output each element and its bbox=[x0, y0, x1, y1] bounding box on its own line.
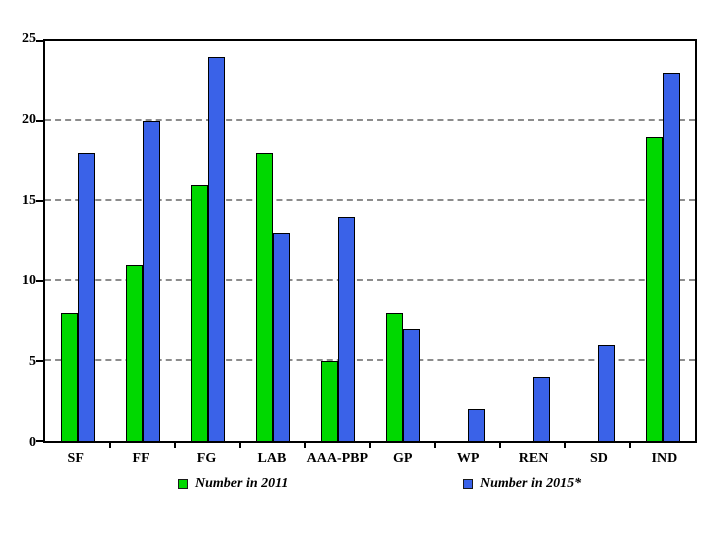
y-axis-ticks bbox=[36, 40, 695, 442]
x-tick-mark-2 bbox=[174, 443, 176, 448]
bar-lab-2015 bbox=[272, 233, 290, 441]
y-tick-mark-10 bbox=[36, 280, 43, 282]
bar-ff-2011 bbox=[125, 265, 143, 441]
bar-sf-2015 bbox=[77, 153, 95, 441]
bar-aaa-pbp-2015 bbox=[337, 217, 355, 441]
x-axis-label-ren: REN bbox=[518, 451, 549, 466]
bar-fg-2011 bbox=[190, 185, 208, 441]
y-axis-label-20: 20 bbox=[22, 111, 36, 127]
bars-layer bbox=[45, 41, 695, 441]
bar-group-ren bbox=[500, 41, 565, 441]
x-axis-ticks bbox=[45, 41, 695, 448]
x-axis-label-wp: WP bbox=[456, 451, 480, 466]
y-axis-label-0: 0 bbox=[29, 435, 36, 450]
x-axis-labels: SF FF FG LAB AAA-PBP GP WP REN SD IND bbox=[43, 451, 697, 466]
y-axis-label-5: 5 bbox=[29, 354, 36, 370]
legend-swatch-number-in-2011 bbox=[178, 479, 188, 489]
bar-ind-2011 bbox=[645, 137, 663, 441]
bar-group-sf bbox=[45, 41, 110, 441]
bar-group-sd bbox=[565, 41, 630, 441]
gridline-5 bbox=[45, 359, 695, 361]
plot-area bbox=[36, 39, 697, 448]
bar-ff-2015 bbox=[142, 121, 160, 441]
bar-fg-2015 bbox=[207, 57, 225, 441]
y-axis-label-15: 15 bbox=[22, 192, 36, 208]
x-tick-mark-6 bbox=[434, 443, 436, 448]
x-tick-mark-1 bbox=[109, 443, 111, 448]
x-tick-mark-9 bbox=[629, 443, 631, 448]
x-tick-mark-3 bbox=[239, 443, 241, 448]
gridlines-layer bbox=[45, 41, 695, 441]
x-axis-label-sf: SF bbox=[67, 451, 84, 466]
y-axis-label-25: 25 bbox=[22, 31, 36, 46]
y-tick-mark-15 bbox=[36, 200, 43, 202]
bar-sd-2015 bbox=[597, 345, 615, 441]
bar-group-ff bbox=[110, 41, 175, 441]
x-axis-label-ff: FF bbox=[132, 451, 150, 466]
y-tick-mark-25 bbox=[36, 40, 43, 42]
y-axis-label-10: 10 bbox=[22, 273, 36, 289]
gridline-10 bbox=[45, 279, 695, 281]
y-tick-mark-0 bbox=[36, 440, 43, 442]
x-tick-mark-4 bbox=[304, 443, 306, 448]
bar-gp-2011 bbox=[385, 313, 403, 441]
x-axis-label-aaa-pbp: AAA-PBP bbox=[306, 451, 369, 466]
x-axis-label-gp: GP bbox=[393, 451, 413, 466]
bar-group-gp bbox=[370, 41, 435, 441]
x-tick-mark-5 bbox=[369, 443, 371, 448]
bar-group-fg bbox=[175, 41, 240, 441]
x-axis-label-fg: FG bbox=[196, 451, 217, 466]
bar-group-wp bbox=[435, 41, 500, 441]
gridline-20 bbox=[45, 119, 695, 121]
bar-aaa-pbp-2011 bbox=[320, 361, 338, 441]
bar-gp-2015 bbox=[402, 329, 420, 441]
bar-wp-2015 bbox=[467, 409, 485, 441]
bar-ind-2015 bbox=[662, 73, 680, 441]
x-tick-mark-8 bbox=[564, 443, 566, 448]
legend-item-number-in-2011: Number in 2011 bbox=[178, 476, 288, 492]
gridline-15 bbox=[45, 199, 695, 201]
x-axis-label-lab: LAB bbox=[257, 451, 287, 466]
legend-swatch-number-in-2015- bbox=[463, 479, 473, 489]
x-tick-mark-7 bbox=[499, 443, 501, 448]
x-axis-label-ind: IND bbox=[651, 451, 678, 466]
bar-ren-2015 bbox=[532, 377, 550, 441]
bar-lab-2011 bbox=[255, 153, 273, 441]
y-tick-mark-5 bbox=[36, 360, 43, 362]
y-tick-mark-20 bbox=[36, 120, 43, 122]
legend-item-number-in-2015-: Number in 2015* bbox=[463, 476, 581, 492]
legend-label: Number in 2011 bbox=[195, 476, 289, 491]
x-axis-label-sd: SD bbox=[590, 451, 608, 466]
legend-label: Number in 2015* bbox=[480, 476, 582, 491]
bar-sf-2011 bbox=[60, 313, 78, 441]
y-axis-labels: 0 5 10 15 20 25 bbox=[0, 32, 36, 450]
bar-group-ind bbox=[630, 41, 695, 441]
bar-group-lab bbox=[240, 41, 305, 441]
bar-group-aaa-pbp bbox=[305, 41, 370, 441]
